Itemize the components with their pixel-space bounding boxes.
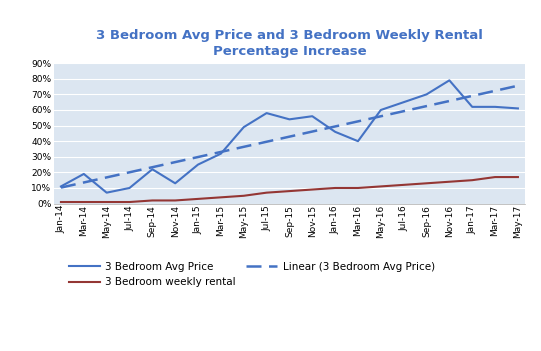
Title: 3 Bedroom Avg Price and 3 Bedroom Weekly Rental
Percentage Increase: 3 Bedroom Avg Price and 3 Bedroom Weekly…	[96, 29, 483, 58]
Legend: 3 Bedroom Avg Price, 3 Bedroom weekly rental, Linear (3 Bedroom Avg Price): 3 Bedroom Avg Price, 3 Bedroom weekly re…	[69, 262, 435, 287]
